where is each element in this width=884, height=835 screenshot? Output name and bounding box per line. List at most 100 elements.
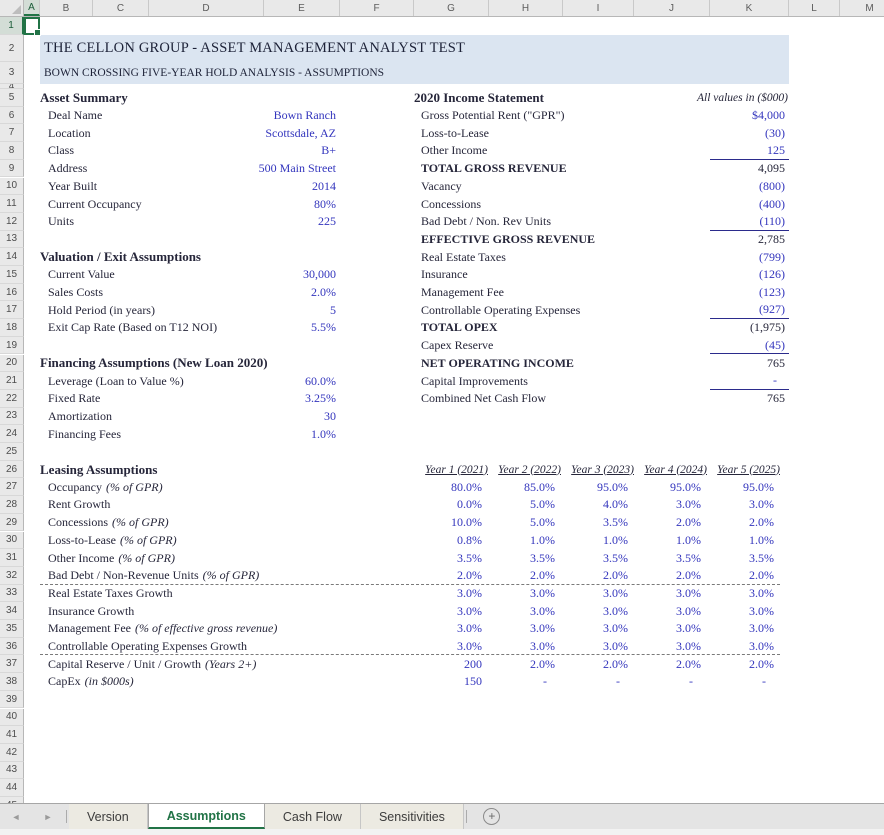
cell-concessions-y1[interactable]: 10.0% <box>414 514 488 532</box>
cell-class-label[interactable]: Class <box>40 142 250 160</box>
column-header-J[interactable]: J <box>634 0 710 16</box>
cell-insurance-growth-y2[interactable]: 3.0% <box>488 602 561 620</box>
cell-location-label[interactable]: Location <box>40 124 250 142</box>
cell-concessions-value[interactable]: (400) <box>710 195 789 213</box>
cell-rent-growth-y5[interactable]: 3.0% <box>707 496 780 514</box>
cell-bad-debt-non-revenue-units-y4[interactable]: 2.0% <box>634 567 707 585</box>
row-header-14[interactable]: 14 <box>0 248 24 266</box>
cell-total-gross-revenue-value[interactable]: 4,095 <box>710 160 789 178</box>
row-header-18[interactable]: 18 <box>0 319 24 337</box>
cell-other-income-value[interactable]: 125 <box>710 142 789 160</box>
column-header-F[interactable]: F <box>340 0 414 16</box>
cell-bad-debt-non-revenue-units-y3[interactable]: 2.0% <box>561 567 634 585</box>
column-header-L[interactable]: L <box>789 0 840 16</box>
cell-concessions-y2[interactable]: 5.0% <box>488 514 561 532</box>
row-header-20[interactable]: 20 <box>0 355 24 373</box>
cell-bad-debt-non-revenue-units-y5[interactable]: 2.0% <box>707 567 780 585</box>
cell-combined-net-cash-flow-value[interactable]: 765 <box>710 390 789 408</box>
cell-controllable-operating-expenses-growth-y4[interactable]: 3.0% <box>634 638 707 656</box>
column-header-M[interactable]: M <box>840 0 884 16</box>
row-header-3[interactable]: 3 <box>0 62 24 84</box>
cell-rent-growth-label[interactable]: Rent Growth <box>40 496 400 514</box>
cell-concessions-label[interactable]: Concessions(% of GPR) <box>40 514 400 532</box>
cell-controllable-operating-expenses-growth-y5[interactable]: 3.0% <box>707 638 780 656</box>
cell-loss-to-lease-y1[interactable]: 0.8% <box>414 532 488 550</box>
cell-total-opex-value[interactable]: (1,975) <box>710 319 789 337</box>
cell-gross-potential-rent-gpr-value[interactable]: $4,000 <box>710 107 789 125</box>
sheet-tab-cash-flow[interactable]: Cash Flow <box>265 804 361 829</box>
sheet-tab-sensitivities[interactable]: Sensitivities <box>361 804 464 829</box>
column-header-K[interactable]: K <box>710 0 789 16</box>
cell-capital-improvements-value[interactable]: - <box>710 372 789 390</box>
cell-other-income-y1[interactable]: 3.5% <box>414 549 488 567</box>
cell-real-estate-taxes-growth-label[interactable]: Real Estate Taxes Growth <box>40 585 400 603</box>
row-header-10[interactable]: 10 <box>0 178 24 196</box>
cell-rent-growth-y4[interactable]: 3.0% <box>634 496 707 514</box>
row-header-39[interactable]: 39 <box>0 691 24 709</box>
cell-concessions-y5[interactable]: 2.0% <box>707 514 780 532</box>
cell-capital-reserve-unit-growth-y1[interactable]: 200 <box>414 655 488 673</box>
cell-capital-reserve-unit-growth-y3[interactable]: 2.0% <box>561 655 634 673</box>
column-header-A[interactable]: A <box>24 0 40 16</box>
cell-hold-period-in-years-label[interactable]: Hold Period (in years) <box>40 301 250 319</box>
row-header-19[interactable]: 19 <box>0 337 24 355</box>
cell-deal-name-label[interactable]: Deal Name <box>40 107 250 125</box>
cell-capex-y5[interactable]: - <box>707 673 780 691</box>
row-header-15[interactable]: 15 <box>0 266 24 284</box>
cell-real-estate-taxes-growth-y2[interactable]: 3.0% <box>488 585 561 603</box>
column-header-H[interactable]: H <box>489 0 563 16</box>
cell-management-fee-label[interactable]: Management Fee(% of effective gross reve… <box>40 620 400 638</box>
year-header-4[interactable]: Year 4 (2024) <box>634 461 707 479</box>
row-header-36[interactable]: 36 <box>0 638 24 656</box>
cell-occupancy-label[interactable]: Occupancy(% of GPR) <box>40 478 400 496</box>
cell-loss-to-lease-label[interactable]: Loss-to-Lease <box>414 124 706 142</box>
cell-total-opex-label[interactable]: TOTAL OPEX <box>414 319 706 337</box>
row-header-5[interactable]: 5 <box>0 89 24 107</box>
cell-vacancy-label[interactable]: Vacancy <box>414 178 706 196</box>
row-header-9[interactable]: 9 <box>0 160 24 178</box>
cell-capital-improvements-label[interactable]: Capital Improvements <box>414 372 706 390</box>
select-all-corner[interactable] <box>0 0 24 16</box>
sheet-nav-prev-button[interactable]: ◄ <box>0 804 32 829</box>
cell-total-gross-revenue-label[interactable]: TOTAL GROSS REVENUE <box>414 160 706 178</box>
add-sheet-button[interactable]: + <box>469 804 515 829</box>
cell-bad-debt-non-revenue-units-y1[interactable]: 2.0% <box>414 567 488 585</box>
cell-units-value[interactable]: 225 <box>240 213 338 231</box>
column-header-C[interactable]: C <box>93 0 149 16</box>
row-header-35[interactable]: 35 <box>0 620 24 638</box>
cell-other-income-label[interactable]: Other Income(% of GPR) <box>40 549 400 567</box>
cell-capex-label[interactable]: CapEx(in $000s) <box>40 673 400 691</box>
cell-current-occupancy-label[interactable]: Current Occupancy <box>40 195 250 213</box>
row-header-38[interactable]: 38 <box>0 673 24 691</box>
sheet-nav-next-button[interactable]: ► <box>32 804 64 829</box>
row-header-6[interactable]: 6 <box>0 107 24 125</box>
row-header-34[interactable]: 34 <box>0 602 24 620</box>
cell-deal-name-value[interactable]: Bown Ranch <box>240 107 338 125</box>
cell-insurance-value[interactable]: (126) <box>710 266 789 284</box>
row-header-33[interactable]: 33 <box>0 585 24 603</box>
fill-handle[interactable] <box>34 29 41 36</box>
workbook-title[interactable]: THE CELLON GROUP - ASSET MANAGEMENT ANAL… <box>40 35 789 62</box>
cell-capex-reserve-value[interactable]: (45) <box>710 337 789 355</box>
cell-rent-growth-y3[interactable]: 4.0% <box>561 496 634 514</box>
row-header-40[interactable]: 40 <box>0 709 24 727</box>
cell-controllable-operating-expenses-growth-y2[interactable]: 3.0% <box>488 638 561 656</box>
cell-concessions-y3[interactable]: 3.5% <box>561 514 634 532</box>
cell-controllable-operating-expenses-label[interactable]: Controllable Operating Expenses <box>414 301 706 319</box>
row-header-26[interactable]: 26 <box>0 461 24 479</box>
cell-hold-period-in-years-value[interactable]: 5 <box>240 301 338 319</box>
cell-combined-net-cash-flow-label[interactable]: Combined Net Cash Flow <box>414 390 706 408</box>
cell-units-label[interactable]: Units <box>40 213 250 231</box>
cell-occupancy-y2[interactable]: 85.0% <box>488 478 561 496</box>
row-header-17[interactable]: 17 <box>0 301 24 319</box>
cell-bad-debt-non-revenue-units-label[interactable]: Bad Debt / Non-Revenue Units(% of GPR) <box>40 567 400 585</box>
selection-box[interactable] <box>24 17 40 35</box>
sheet-subtitle[interactable]: BOWN CROSSING FIVE-YEAR HOLD ANALYSIS - … <box>40 62 789 84</box>
cell-fixed-rate-value[interactable]: 3.25% <box>240 390 338 408</box>
row-header-25[interactable]: 25 <box>0 443 24 461</box>
cell-sales-costs-label[interactable]: Sales Costs <box>40 284 250 302</box>
row-header-28[interactable]: 28 <box>0 496 24 514</box>
cell-capital-reserve-unit-growth-y2[interactable]: 2.0% <box>488 655 561 673</box>
cell-capital-reserve-unit-growth-y5[interactable]: 2.0% <box>707 655 780 673</box>
cell-financing-fees-value[interactable]: 1.0% <box>240 425 338 443</box>
